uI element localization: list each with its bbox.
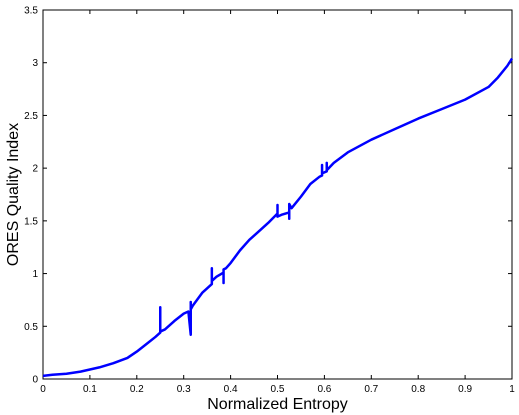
x-tick-label: 0.3 xyxy=(177,384,191,395)
y-tick-label: 2.5 xyxy=(24,111,38,122)
tick-labels: 0 0.1 0.2 0.3 0.4 0.5 0.6 0.7 0.8 0.9 1 0 0.5 1 1.5 2 2.… xyxy=(24,6,515,396)
y-tick-label: 1.5 xyxy=(24,216,38,227)
x-tick-label: 0.5 xyxy=(271,384,285,395)
y-axis-title: ORES Quality Index xyxy=(5,123,22,266)
series-line xyxy=(42,57,514,378)
x-tick-label: 0.6 xyxy=(317,384,331,395)
y-tick-label: 0 xyxy=(32,375,38,386)
y-tick-label: 3 xyxy=(32,58,38,69)
y-tick-label: 0.5 xyxy=(24,322,38,333)
x-tick-label: 0.2 xyxy=(130,384,144,395)
plot-frame xyxy=(42,9,513,380)
x-tick-label: 0.7 xyxy=(364,384,378,395)
x-tick-label: 1 xyxy=(509,384,515,395)
axis-ticks xyxy=(42,9,513,380)
y-tick-label: 1 xyxy=(32,269,38,280)
x-tick-label: 0.9 xyxy=(458,384,472,395)
y-tick-label: 3.5 xyxy=(24,6,38,17)
x-tick-label: 0 xyxy=(40,384,46,395)
x-axis-title: Normalized Entropy xyxy=(207,396,348,413)
x-tick-label: 0.8 xyxy=(411,384,425,395)
x-tick-label: 0.1 xyxy=(83,384,97,395)
y-tick-label: 2 xyxy=(32,164,38,175)
x-tick-label: 0.4 xyxy=(224,384,238,395)
